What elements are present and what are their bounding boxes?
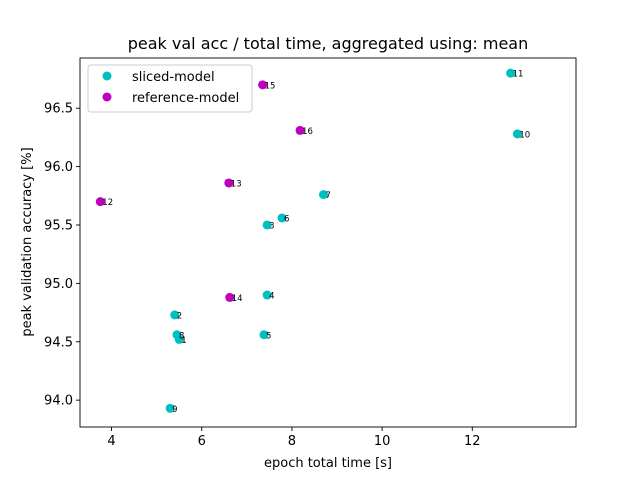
y-tick-label: 96.0 — [44, 160, 73, 175]
legend-marker-reference-model — [102, 92, 112, 102]
data-point — [512, 129, 522, 139]
legend-label-reference-model: reference-model — [132, 91, 239, 106]
x-tick-label: 6 — [198, 434, 206, 449]
point-label: 13 — [231, 179, 242, 189]
x-tick-label: 12 — [464, 434, 481, 449]
y-tick-label: 94.0 — [44, 394, 73, 409]
data-point — [318, 190, 328, 200]
data-point — [277, 213, 287, 223]
x-tick-label: 10 — [374, 434, 391, 449]
legend: sliced-model reference-model — [87, 64, 253, 113]
data-point — [506, 68, 516, 78]
data-point — [258, 80, 268, 90]
point-label: 1 — [181, 336, 186, 346]
point-label: 14 — [232, 294, 243, 304]
y-tick-label: 95.0 — [44, 277, 73, 292]
x-tick-label: 4 — [107, 434, 115, 449]
plot-frame — [79, 57, 577, 428]
x-tick-label: 8 — [288, 434, 296, 449]
legend-label-sliced-model: sliced-model — [132, 70, 215, 85]
legend-marker-sliced-model — [102, 71, 112, 81]
data-point — [95, 197, 105, 207]
data-point — [262, 220, 272, 230]
point-label: 10 — [519, 130, 530, 140]
data-point — [224, 178, 234, 188]
legend-box — [87, 64, 253, 113]
point-label: 11 — [513, 70, 524, 80]
y-axis-label: peak validation accuracy [%] — [20, 147, 35, 336]
point-label: 2 — [177, 311, 182, 321]
data-point — [172, 330, 182, 340]
point-label: 8 — [179, 331, 184, 341]
plot-area — [80, 58, 576, 427]
point-label: 5 — [266, 331, 271, 341]
x-axis-label: epoch total time [s] — [264, 456, 392, 471]
y-tick-label: 95.5 — [44, 218, 73, 233]
data-point — [262, 290, 272, 300]
point-label: 4 — [269, 292, 274, 302]
data-point — [170, 310, 180, 320]
data-point — [165, 403, 175, 413]
y-tick-label: 94.5 — [44, 335, 73, 350]
data-point — [259, 330, 269, 340]
point-label: 3 — [269, 221, 274, 231]
point-label: 12 — [102, 198, 113, 208]
point-label: 6 — [284, 214, 289, 224]
data-point — [225, 292, 235, 302]
point-label: 9 — [172, 405, 177, 415]
chart-title: peak val acc / total time, aggregated us… — [128, 34, 529, 53]
point-label: 16 — [302, 127, 313, 137]
point-label: 15 — [265, 81, 276, 91]
y-tick-label: 96.5 — [44, 102, 73, 117]
point-label: 7 — [325, 191, 330, 201]
data-point — [295, 125, 305, 135]
